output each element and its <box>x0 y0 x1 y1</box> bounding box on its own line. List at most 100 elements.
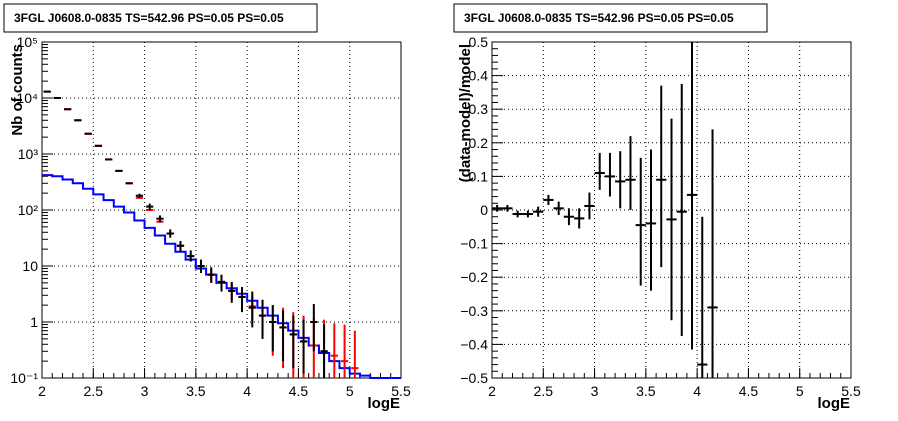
data-point <box>207 267 215 283</box>
residual-point <box>502 204 513 212</box>
counts-grid <box>42 42 401 378</box>
residuals-grid <box>492 42 851 378</box>
x-tick-label: 4 <box>693 383 701 399</box>
x-tick-label: 4.5 <box>739 383 759 399</box>
data-point <box>197 259 205 273</box>
data-point <box>187 250 195 262</box>
data-point <box>310 303 318 352</box>
residual-point <box>697 216 708 378</box>
x-tick-label: 5.5 <box>841 383 861 399</box>
x-tick-label: 2.5 <box>534 383 554 399</box>
residuals-x-axis-title: logE <box>818 395 851 412</box>
x-tick-label: 2 <box>38 383 46 399</box>
x-tick-label: 4 <box>243 383 251 399</box>
data-point <box>94 144 103 147</box>
data-point <box>238 287 246 313</box>
x-tick-label: 3 <box>591 383 599 399</box>
data-point <box>74 119 82 122</box>
residual-point <box>594 152 605 190</box>
y-tick-label: 10² <box>18 202 39 218</box>
residual-point <box>625 136 636 210</box>
residuals-x-tick-labels: 2 2.5 3 3.5 4 4.5 5 5.5 <box>488 383 861 399</box>
y-tick-label: 0 <box>480 202 488 218</box>
residual-point <box>666 118 677 321</box>
residual-point <box>553 201 564 216</box>
residual-point <box>512 210 523 218</box>
residual-point <box>686 42 698 350</box>
y-tick-label: 10 <box>22 258 38 274</box>
data-point <box>166 229 174 238</box>
residuals-title: 3FGL J0608.0-0835 TS=542.96 PS=0.05 PS=0… <box>464 11 734 25</box>
x-tick-label: 5 <box>346 383 354 399</box>
y-tick-label: −0.2 <box>460 269 488 285</box>
data-point <box>146 203 154 210</box>
x-tick-label: 2.5 <box>84 383 104 399</box>
residuals-y-tick-labels: −0.5 −0.4 −0.3 −0.2 −0.1 0 0.1 0.2 0.3 0.4 0.5 <box>460 34 488 386</box>
x-tick-label: 2 <box>488 383 496 399</box>
model-histogram-line <box>42 174 401 379</box>
residual-point <box>707 129 718 378</box>
residual-point <box>604 152 616 197</box>
data-point <box>43 90 51 93</box>
residuals-series <box>492 42 718 378</box>
y-tick-label: 0.2 <box>469 135 489 151</box>
data-point <box>320 324 328 378</box>
y-tick-label: −0.4 <box>460 336 488 352</box>
data-point <box>105 158 113 161</box>
residual-point <box>615 151 626 209</box>
residual-point <box>492 204 503 212</box>
x-tick-label: 3.5 <box>186 383 206 399</box>
counts-x-tick-labels: 2 2.5 3 3.5 4 4.5 5 5.5 <box>38 383 411 399</box>
x-tick-label: 5 <box>796 383 804 399</box>
residual-point <box>533 206 544 217</box>
model-sum-point <box>330 323 338 378</box>
data-point <box>279 310 287 362</box>
counts-series <box>42 90 401 379</box>
y-tick-label: 0.5 <box>469 34 489 50</box>
data-point <box>135 193 144 198</box>
data-point <box>84 132 92 135</box>
x-tick-label: 5.5 <box>391 383 411 399</box>
model-sum-point <box>351 330 359 378</box>
y-tick-label: 0.4 <box>469 68 489 84</box>
y-tick-label: 10⁴ <box>16 90 38 106</box>
counts-title: 3FGL J0608.0-0835 TS=542.96 PS=0.05 PS=0… <box>14 11 284 25</box>
data-point <box>64 108 72 111</box>
y-tick-label: 10³ <box>18 146 39 162</box>
x-tick-label: 3.5 <box>636 383 656 399</box>
data-point <box>125 182 133 185</box>
x-tick-label: 4.5 <box>289 383 309 399</box>
data-point <box>176 240 185 252</box>
residuals-axis-ticks <box>491 41 852 379</box>
counts-y-tick-labels: 10⁻¹ 1 10 10² 10³ 10⁴ 10⁵ <box>10 34 38 386</box>
residual-point <box>635 157 646 286</box>
residual-point <box>645 149 657 291</box>
counts-panel: 2 2.5 3 3.5 4 4.5 5 5.5 10⁻¹ 1 10 10² 10³ 10⁴ 10⁵ 3FG… <box>3 3 411 412</box>
x-tick-label: 3 <box>141 383 149 399</box>
counts-y-axis-title: Nb of counts <box>9 44 26 136</box>
y-tick-label: −0.3 <box>460 303 488 319</box>
residuals-title-box <box>453 3 768 33</box>
residual-point <box>522 210 534 218</box>
data-point <box>269 305 277 352</box>
y-tick-label: −0.1 <box>460 236 488 252</box>
data-point <box>156 215 164 223</box>
y-tick-label: 0.3 <box>469 101 489 117</box>
counts-plot-frame <box>41 41 402 379</box>
residual-point <box>656 85 667 268</box>
counts-x-axis-title: logE <box>368 395 401 412</box>
y-tick-label: 10⁵ <box>17 34 38 50</box>
data-point <box>299 319 308 374</box>
residuals-y-axis-title: (data-model)/model <box>457 44 474 182</box>
y-tick-label: 0.1 <box>469 168 489 184</box>
y-tick-label: 1 <box>30 314 38 330</box>
model-sum-point <box>340 324 349 378</box>
data-point <box>217 274 226 292</box>
residual-point <box>543 194 554 205</box>
residual-point <box>563 208 575 226</box>
data-point <box>289 315 297 369</box>
counts-title-box <box>3 3 318 33</box>
data-point <box>248 291 256 328</box>
residual-point <box>574 208 585 229</box>
